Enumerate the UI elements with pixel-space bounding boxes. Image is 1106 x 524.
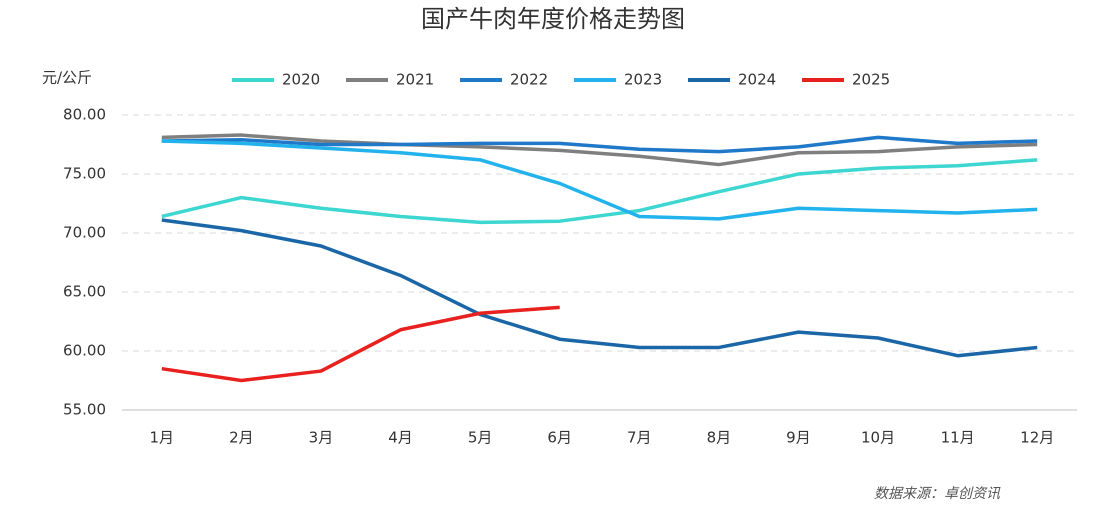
legend-label: 2022 [510, 71, 548, 89]
y-tick-label: 80.00 [63, 106, 106, 124]
legend-label: 2020 [282, 71, 320, 89]
x-tick-label: 6月 [547, 429, 572, 447]
legend-label: 2023 [624, 71, 662, 89]
series-line [161, 158, 1038, 225]
series-line [161, 139, 1038, 221]
x-tick-label: 3月 [309, 429, 334, 447]
y-tick-label: 55.00 [63, 401, 106, 419]
y-tick-label: 65.00 [63, 283, 106, 301]
x-tick-label: 10月 [861, 429, 895, 447]
y-tick-label: 75.00 [63, 165, 106, 183]
chart-title: 国产牛肉年度价格走势图 [421, 5, 685, 33]
x-tick-label: 11月 [941, 429, 975, 447]
x-tick-label: 1月 [150, 429, 175, 447]
source: 数据来源：卓创资讯 [874, 486, 1001, 502]
y-tick-label: 70.00 [63, 224, 106, 242]
x-tick-label: 5月 [468, 429, 493, 447]
legend-label: 2021 [396, 71, 434, 89]
x-tick-label: 12月 [1020, 429, 1054, 447]
x-tick-label: 4月 [388, 429, 413, 447]
x-tick-label: 2月 [229, 429, 254, 447]
series-line [161, 135, 1038, 154]
legend-label: 2025 [852, 71, 890, 89]
x-tick-label: 8月 [707, 429, 732, 447]
y-tick-label: 60.00 [63, 342, 106, 360]
x-tick-label: 7月 [627, 429, 652, 447]
series-line [161, 305, 560, 383]
series-line [161, 218, 1038, 358]
y-axis-label: 元/公斤 [42, 69, 92, 87]
x-tick-label: 9月 [786, 429, 811, 447]
legend-label: 2024 [738, 71, 776, 89]
series-line [161, 133, 1038, 167]
